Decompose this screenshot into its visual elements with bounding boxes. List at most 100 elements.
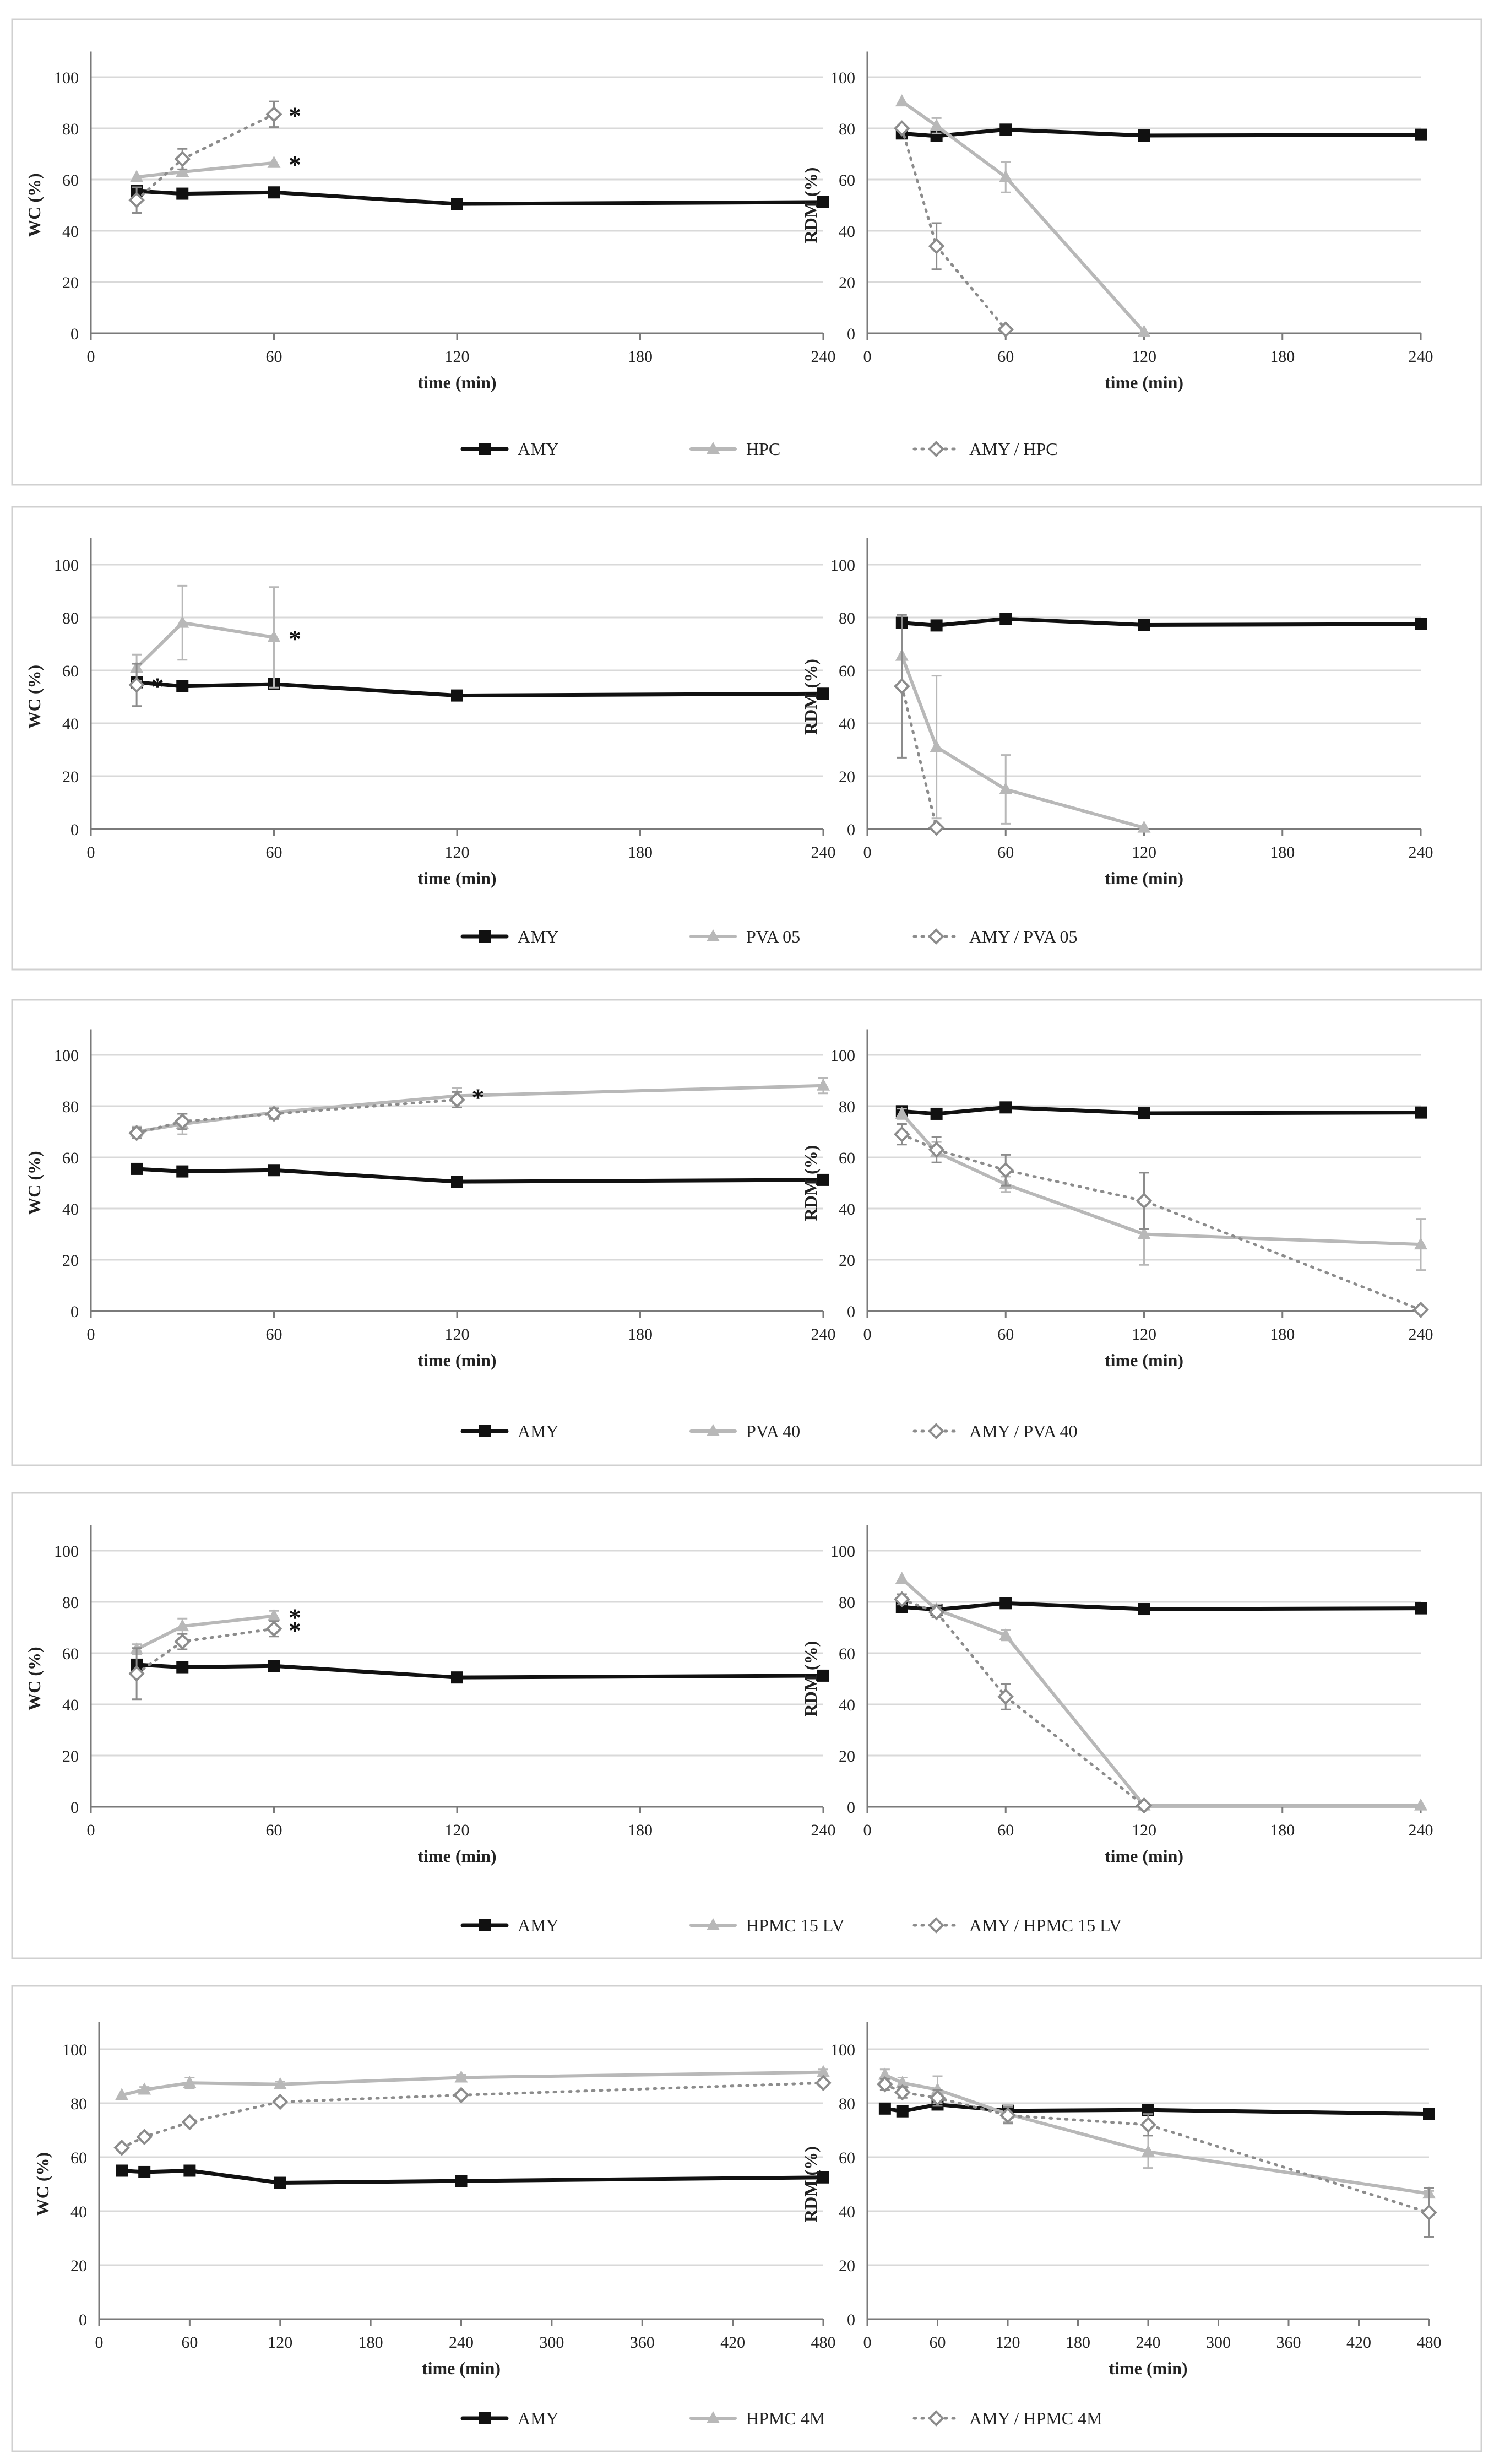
x-tick-label: 420 [720, 2333, 745, 2352]
data-point [131, 1162, 143, 1175]
data-point [1414, 1237, 1427, 1250]
y-tick-label: 60 [839, 662, 855, 680]
x-tick-label: 360 [1276, 2333, 1301, 2352]
x-tick-label: 240 [811, 843, 836, 862]
data-point [268, 1164, 280, 1177]
series-line [134, 680, 825, 698]
y-tick-label: 40 [62, 1696, 79, 1714]
series-hpc [130, 155, 281, 182]
data-point [128, 676, 145, 694]
x-tick-label: 0 [863, 1821, 872, 1839]
x-tick-label: 120 [1132, 843, 1156, 862]
x-tick-label: 60 [997, 843, 1014, 862]
x-tick-label: 0 [863, 843, 872, 862]
x-tick-label: 120 [445, 348, 470, 366]
legend-item: AMY [460, 1421, 559, 1441]
data-point [174, 150, 191, 167]
series-amy-hpmc-4m [113, 2075, 832, 2156]
x-tick-label: 300 [1206, 2333, 1231, 2352]
data-point [454, 2070, 468, 2083]
y-tick-label: 20 [62, 1252, 79, 1270]
legend-item: AMY / PVA 40 [912, 1421, 1078, 1441]
y-tick-label: 20 [62, 768, 79, 786]
x-tick-label: 240 [1136, 2333, 1161, 2352]
y-tick-label: 40 [839, 1696, 855, 1714]
significance-annotation: * [289, 625, 301, 653]
y-tick-label: 60 [70, 2149, 87, 2167]
series-hpmc-4m [115, 2065, 830, 2100]
y-tick-label: 40 [839, 715, 855, 733]
legend-item: AMY / PVA 05 [912, 927, 1078, 946]
series-amy [116, 2164, 829, 2189]
x-tick-label: 180 [628, 843, 653, 862]
data-point [1415, 1602, 1427, 1615]
legend-item: PVA 05 [689, 927, 800, 946]
data-point [817, 1173, 829, 1186]
x-tick-label: 240 [1409, 348, 1433, 366]
y-tick-label: 0 [70, 1799, 79, 1817]
data-point [174, 1633, 191, 1650]
y-tick-label: 60 [62, 1645, 79, 1663]
series-amy [131, 185, 829, 210]
x-tick-label: 180 [628, 1325, 653, 1344]
y-tick-label: 100 [830, 556, 855, 575]
series-amy-hpc [893, 120, 1014, 338]
y-tick-label: 20 [62, 274, 79, 292]
data-point [138, 2082, 151, 2095]
data-point [817, 2171, 829, 2184]
series-line [900, 616, 1423, 627]
y-tick-label: 80 [839, 120, 855, 138]
data-point [817, 687, 829, 700]
legend-marker [479, 1919, 491, 1931]
figure-row-4: 0 20 40 60 80 100 0 60 120 180 240 time (min) WC (%)… [11, 1492, 1482, 1959]
data-point [267, 155, 281, 168]
x-tick-label: 0 [87, 1325, 95, 1344]
x-tick-label: 120 [1132, 1821, 1156, 1839]
x-tick-label: 120 [268, 2333, 292, 2352]
data-point [817, 1669, 829, 1682]
y-tick-label: 80 [839, 2095, 855, 2113]
y-axis-title: RDM (%) [801, 2146, 821, 2222]
x-tick-label: 120 [445, 843, 470, 862]
legend-label: HPMC 15 LV [746, 1915, 844, 1935]
series-line [900, 1133, 1422, 1312]
series-line [134, 1167, 825, 1184]
y-tick-label: 100 [54, 1047, 79, 1065]
y-tick-label: 40 [62, 1200, 79, 1219]
data-point [1142, 2104, 1154, 2116]
legend-label: AMY / HPMC 4M [969, 2408, 1102, 2428]
data-point [268, 1660, 280, 1672]
series-line [900, 1105, 1423, 1116]
legend-label: AMY [518, 439, 559, 459]
rdm-panel: 0 20 40 60 80 100 0 60 120 180 240 time (min) RDM (%… [801, 51, 1433, 392]
data-point [176, 680, 189, 692]
data-point [893, 1126, 910, 1142]
data-point [999, 782, 1013, 794]
series-line [900, 127, 1423, 138]
y-tick-label: 0 [79, 2311, 87, 2329]
y-tick-label: 40 [839, 2203, 855, 2221]
data-point [893, 1591, 910, 1608]
legend-label: AMY [518, 1915, 559, 1935]
series-amy [895, 1597, 1427, 1616]
data-point [271, 2093, 289, 2110]
series-line [900, 1577, 1422, 1807]
data-point [449, 1091, 465, 1108]
data-point [1412, 1301, 1429, 1318]
y-tick-label: 80 [62, 1098, 79, 1116]
legend-label: HPMC 4M [746, 2408, 825, 2428]
series-line [883, 2073, 1431, 2196]
series-line [135, 1614, 276, 1651]
data-point [928, 1604, 945, 1621]
legend-label: AMY / PVA 05 [969, 927, 1078, 946]
x-tick-label: 180 [358, 2333, 383, 2352]
x-tick-label: 120 [1132, 1325, 1156, 1344]
series-amy-pva-05 [128, 663, 145, 707]
y-tick-label: 0 [847, 2311, 855, 2329]
data-point [265, 1620, 282, 1637]
figure-row-1: 0 20 40 60 80 100 0 60 120 180 240 time (min) WC (%)… [11, 18, 1482, 486]
data-point [1142, 2145, 1155, 2157]
figure-frame [11, 1492, 1482, 1959]
legend-label: AMY / HPC [969, 439, 1058, 459]
legend-item: AMY / HPMC 15 LV [912, 1915, 1122, 1935]
